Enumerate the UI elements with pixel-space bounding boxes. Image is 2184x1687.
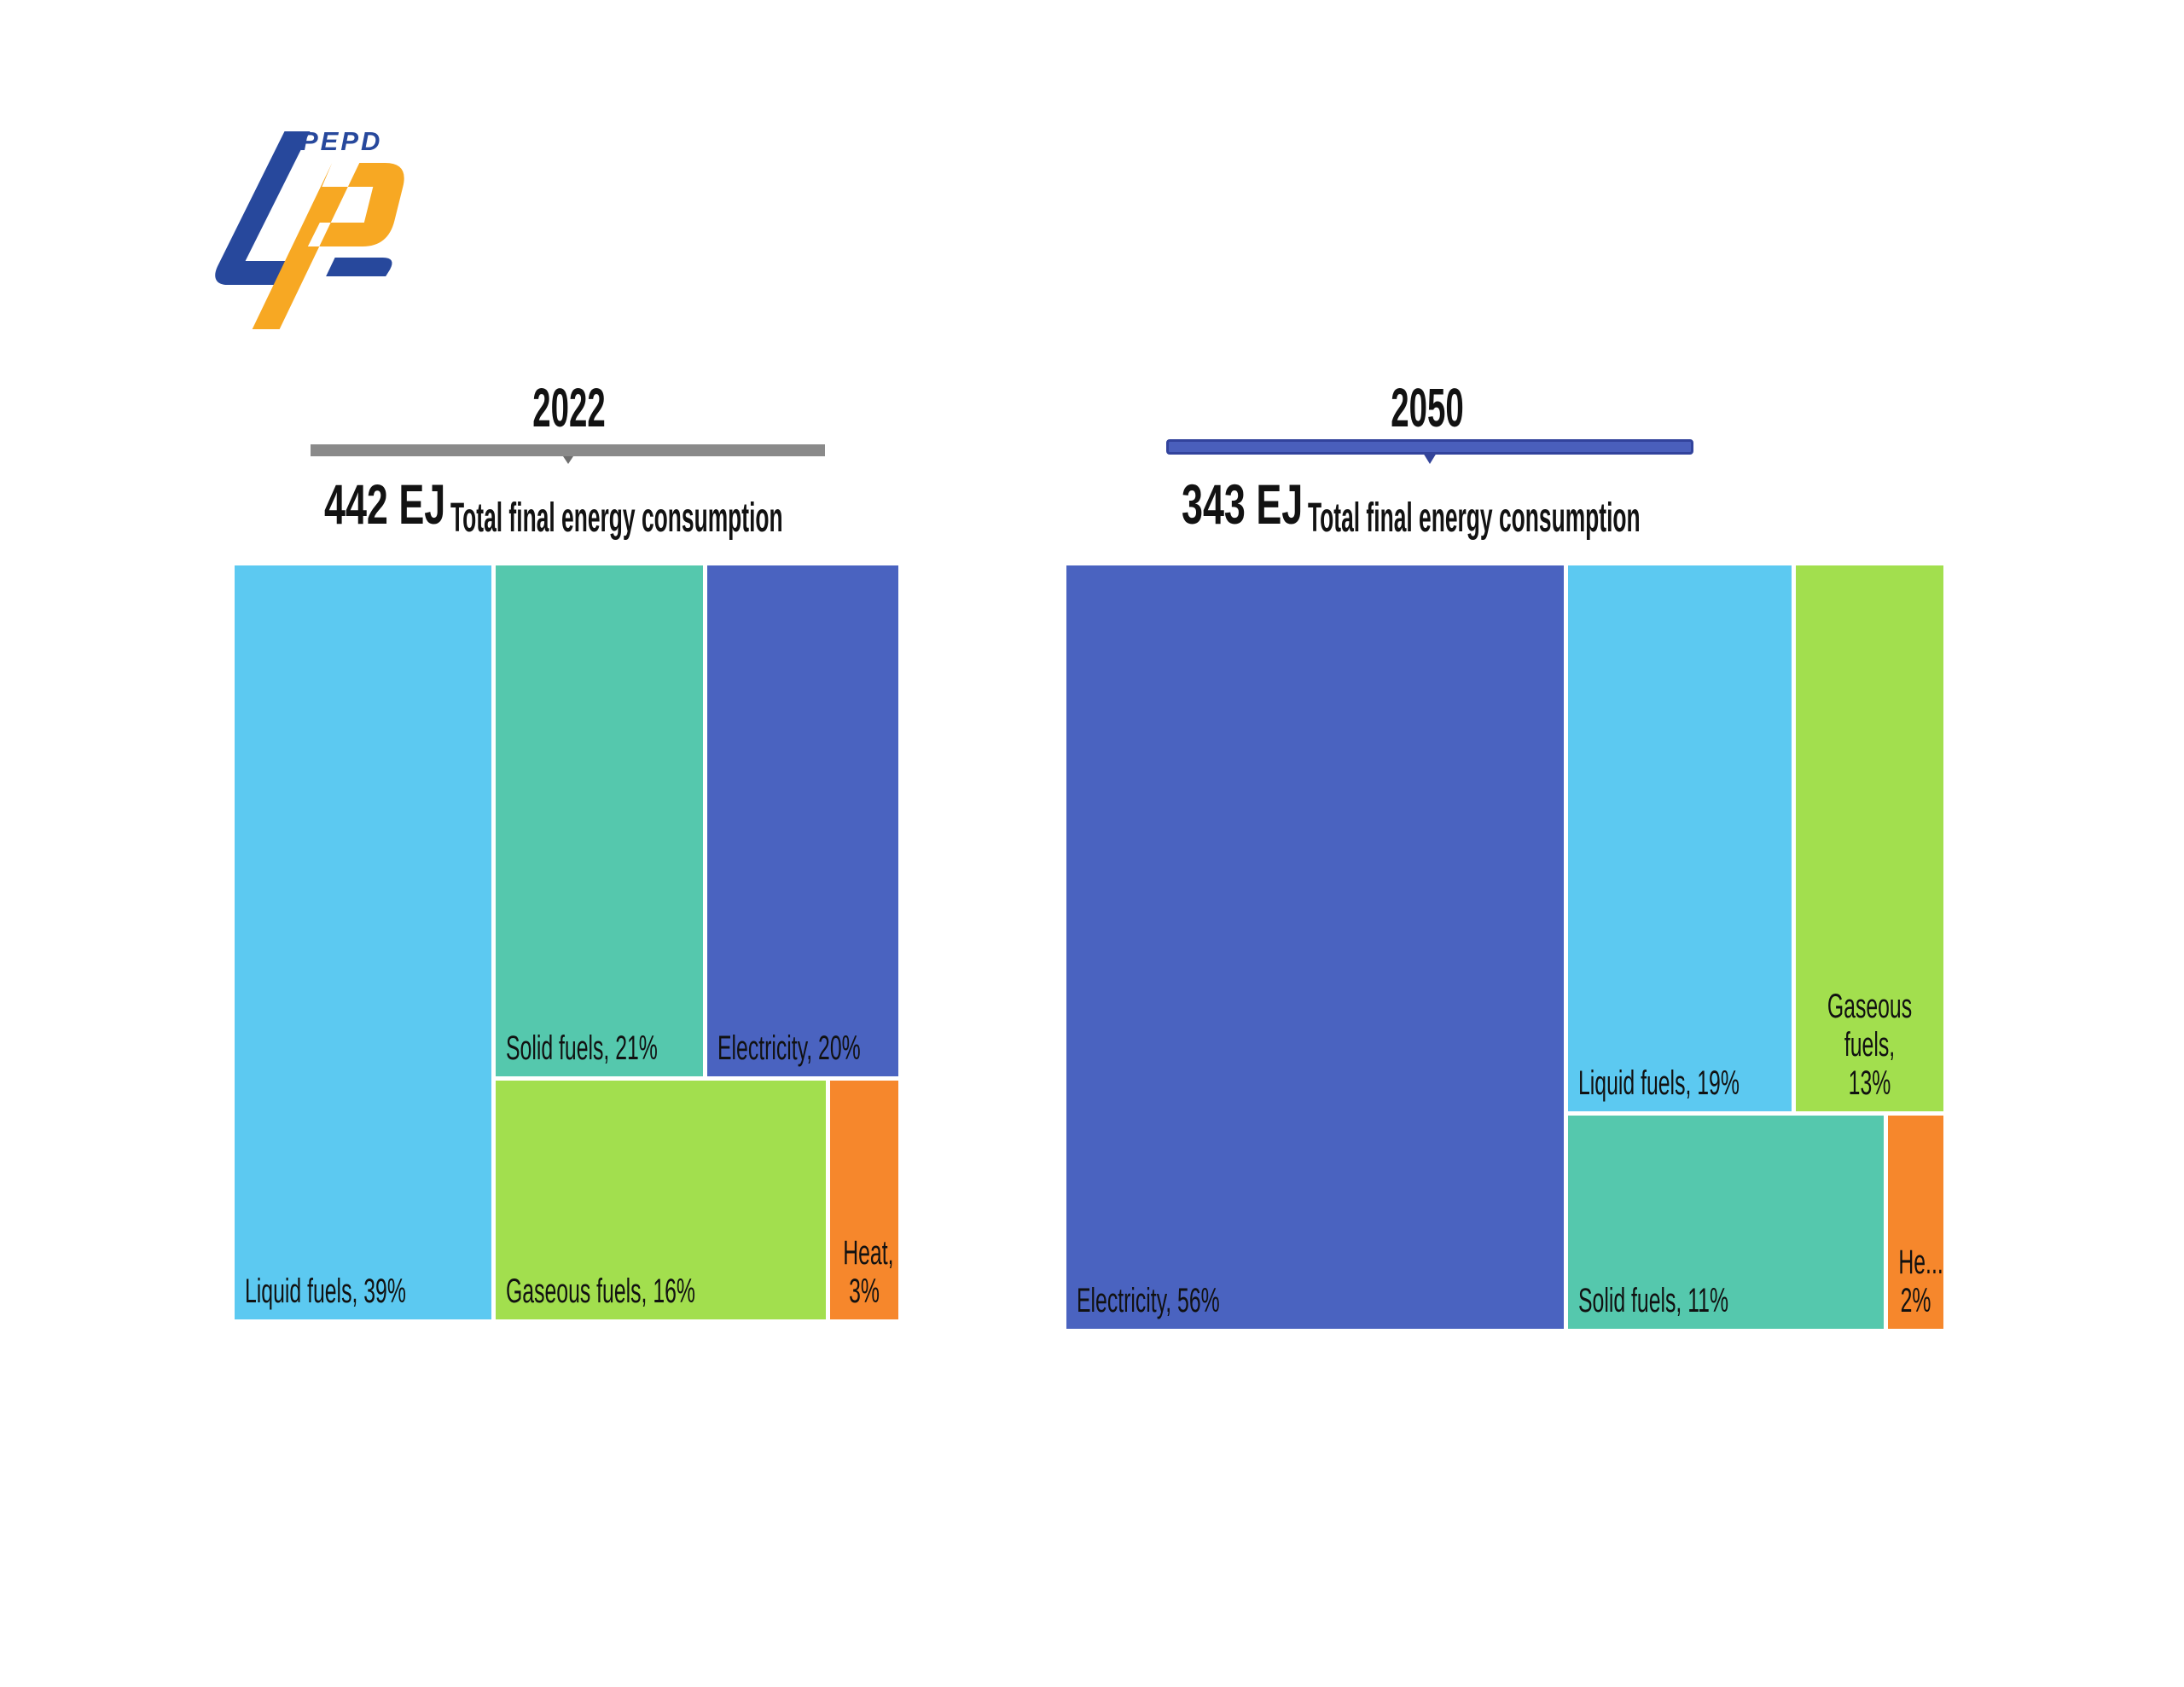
pepd-logo: PEPD — [215, 126, 404, 329]
block-electricity-2050[interactable]: Electricity, 56% — [1066, 565, 1564, 1329]
block-heat-2050[interactable]: He... 2% — [1888, 1116, 1943, 1329]
timeline-pointer-icon — [1423, 453, 1437, 464]
block-label: Solid fuels, 11% — [1578, 1282, 1729, 1319]
timeline-bar-2050[interactable] — [1166, 439, 1693, 464]
timeline-bar-2022[interactable] — [311, 444, 825, 464]
pepd-logo-mark — [215, 131, 404, 329]
total-value-2022: 442 EJ — [324, 472, 446, 536]
timeline-pointer-icon — [562, 456, 573, 464]
block-liquid-fuels-2022[interactable]: Liquid fuels, 39% — [235, 565, 491, 1319]
block-label: Heat, 3% — [843, 1234, 894, 1310]
block-gaseous-fuels-2050[interactable]: Gaseous fuels, 13% — [1796, 565, 1943, 1111]
block-liquid-fuels-2050[interactable]: Liquid fuels, 19% — [1568, 565, 1792, 1111]
block-gaseous-fuels-2022[interactable]: Gaseous fuels, 16% — [496, 1081, 826, 1319]
block-label: Electricity, 20% — [717, 1029, 861, 1067]
pepd-logo-text: PEPD — [300, 126, 382, 156]
block-label: Liquid fuels, 19% — [1578, 1064, 1740, 1102]
block-label: Liquid fuels, 39% — [245, 1272, 406, 1310]
logo-letter-p — [252, 163, 404, 329]
block-label: Gaseous fuels, 16% — [506, 1272, 695, 1310]
block-label: Gaseous fuels, 13% — [1827, 988, 1913, 1102]
treemap-2050: Electricity, 56% Liquid fuels, 19% Gaseo… — [1066, 565, 1943, 1329]
block-electricity-2022[interactable]: Electricity, 20% — [707, 565, 898, 1076]
block-label: Electricity, 56% — [1077, 1282, 1220, 1319]
total-label-2022: Total final energy consumption — [450, 496, 783, 541]
total-value-2050: 343 EJ — [1182, 472, 1304, 536]
block-heat-2022[interactable]: Heat, 3% — [830, 1081, 898, 1319]
year-title-2022: 2022 — [532, 377, 606, 438]
block-solid-fuels-2050[interactable]: Solid fuels, 11% — [1568, 1116, 1884, 1329]
logo-swash — [326, 258, 392, 276]
year-title-2050: 2050 — [1391, 377, 1464, 438]
treemap-2022: Liquid fuels, 39% Solid fuels, 21% Elect… — [235, 565, 898, 1319]
total-label-2050: Total final energy consumption — [1308, 496, 1641, 541]
logo-letter-l — [215, 131, 311, 285]
block-solid-fuels-2022[interactable]: Solid fuels, 21% — [496, 565, 703, 1076]
block-label: He... 2% — [1898, 1244, 1943, 1319]
block-label: Solid fuels, 21% — [506, 1029, 658, 1067]
